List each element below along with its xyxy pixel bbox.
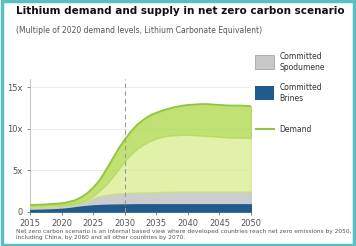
Text: Committed
Brines: Committed Brines [279,83,322,103]
Text: (Multiple of 2020 demand levels, Lithium Carbonate Equivalent): (Multiple of 2020 demand levels, Lithium… [16,26,262,35]
Text: Demand: Demand [279,124,312,134]
Text: Committed
Spodumene: Committed Spodumene [279,52,325,72]
Text: Net zero carbon scenario is an internal based view where developed countries rea: Net zero carbon scenario is an internal … [16,229,356,240]
Text: Lithium demand and supply in net zero carbon scenario: Lithium demand and supply in net zero ca… [16,6,345,16]
